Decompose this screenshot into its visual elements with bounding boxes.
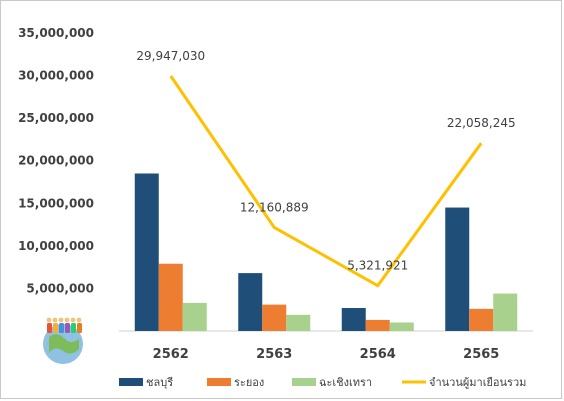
y-tick-label: 35,000,000 [18,26,94,40]
y-tick-label: 20,000,000 [18,154,94,168]
y-tick-label: 25,000,000 [18,111,94,125]
legend-swatch [119,378,143,386]
bar-ฉะเชิงเทรา-2562 [182,302,207,331]
bar-ระยอง-2565 [469,308,494,331]
legend-label: ชลบุรี [146,376,173,389]
person-body-shape [53,323,58,333]
legend-label: จำนวนผู้มาเยือนรวม [429,376,526,389]
line-data-label: 5,321,921 [347,259,408,273]
person-head-shape [70,317,76,323]
legend-label: ฉะเชิงเทรา [319,376,372,389]
person-head-shape [76,317,82,323]
bar-ระยอง-2562 [158,263,183,331]
line-data-label: 29,947,030 [136,49,205,63]
bar-ชลบุรี-2564 [341,308,366,331]
person-body-shape [59,323,64,333]
line-data-label: 22,058,245 [447,116,516,130]
bar-ชลบุรี-2563 [238,273,263,331]
person-head-shape [64,317,70,323]
globe-land-shape [49,334,79,354]
x-axis: 2562 2563 2564 2565 [153,347,500,362]
x-tick-label: 2563 [256,347,292,362]
person-head-shape [58,317,64,323]
person-body-shape [47,323,52,333]
bar-ฉะเชิงเทรา-2563 [286,314,311,331]
person-body-shape [65,323,70,333]
y-tick-label: 15,000,000 [18,196,94,210]
y-tick-label: 30,000,000 [18,69,94,83]
line-จำนวนผู้มาเยือนรวม [169,75,483,288]
person-body-shape [71,323,76,333]
legend-swatch [207,378,231,386]
bar-ชลบุรี-2565 [445,207,470,331]
bar-series-group [134,173,518,331]
legend-swatch [292,378,316,386]
line-series-group: 29,947,030 12,160,889 5,321,921 22,058,245 [136,49,516,288]
bar-ระยอง-2564 [365,319,390,331]
legend: ชลบุรี ระยอง ฉะเชิงเทรา จำนวนผู้มาเยือนรวม [119,376,526,389]
x-tick-label: 2565 [463,347,499,362]
line-data-label: 12,160,889 [240,200,309,214]
bar-ฉะเชิงเทรา-2564 [389,322,414,331]
y-tick-label: 10,000,000 [18,239,94,253]
y-tick-label: 5,000,000 [26,281,94,295]
x-tick-label: 2564 [360,347,396,362]
x-tick-label: 2562 [153,347,189,362]
person-body-shape [77,323,82,333]
bar-ฉะเชิงเทรา-2565 [493,293,518,331]
legend-label: ระยอง [234,376,264,389]
bar-ชลบุรี-2562 [134,173,159,331]
bar-ระยอง-2563 [262,304,287,331]
person-head-shape [46,317,52,323]
people-globe-icon [43,317,83,364]
y-axis: 35,000,000 30,000,000 25,000,000 20,000,000… [18,26,94,295]
person-head-shape [52,317,58,323]
